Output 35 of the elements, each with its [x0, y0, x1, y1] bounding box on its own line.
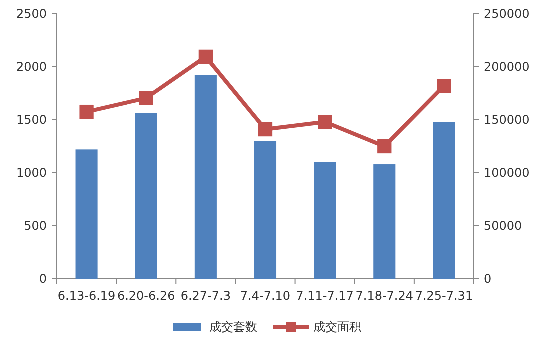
- y2-tick-label: 250000: [484, 6, 530, 21]
- y2-tick-label: 200000: [484, 60, 530, 74]
- x-tick-label: 6.13-6.19: [58, 289, 116, 303]
- point: [318, 115, 332, 130]
- y-tick-label: 500: [24, 218, 47, 233]
- y2-tick-label: 50000: [484, 218, 522, 233]
- x-tick-label: 6.20-6.26: [117, 289, 176, 303]
- point: [258, 122, 273, 137]
- x-tick-label: 7.4-7.10: [240, 289, 291, 303]
- x-tick-label: 7.25-7.31: [415, 289, 474, 303]
- y-tick-label: 1500: [16, 112, 47, 127]
- y-tick-label: 2500: [16, 6, 47, 21]
- bar: [433, 122, 456, 279]
- point: [80, 104, 94, 120]
- y-tick-label: 1000: [16, 166, 47, 180]
- y2-tick-label: 0: [484, 272, 492, 286]
- bar: [374, 164, 396, 279]
- bar: [135, 113, 158, 279]
- x-tick-label: 6.27-7.3: [180, 289, 231, 303]
- bar: [314, 162, 336, 279]
- point: [139, 91, 154, 106]
- y2-tick-label: 150000: [484, 112, 530, 127]
- y-tick-label: 2000: [16, 60, 47, 74]
- bar: [254, 141, 277, 279]
- bar: [194, 75, 217, 279]
- legend-label: 成交套数: [210, 320, 258, 334]
- x-tick-label: 7.18-7.24: [356, 289, 414, 303]
- x-tick-label: 7.11-7.17: [296, 289, 354, 303]
- point: [437, 79, 452, 94]
- legend-label: 成交面积: [314, 320, 362, 334]
- bar: [76, 150, 98, 279]
- point: [198, 50, 213, 64]
- point: [378, 139, 392, 154]
- y-tick-label: 0: [39, 272, 47, 286]
- y2-tick-label: 100000: [484, 166, 530, 180]
